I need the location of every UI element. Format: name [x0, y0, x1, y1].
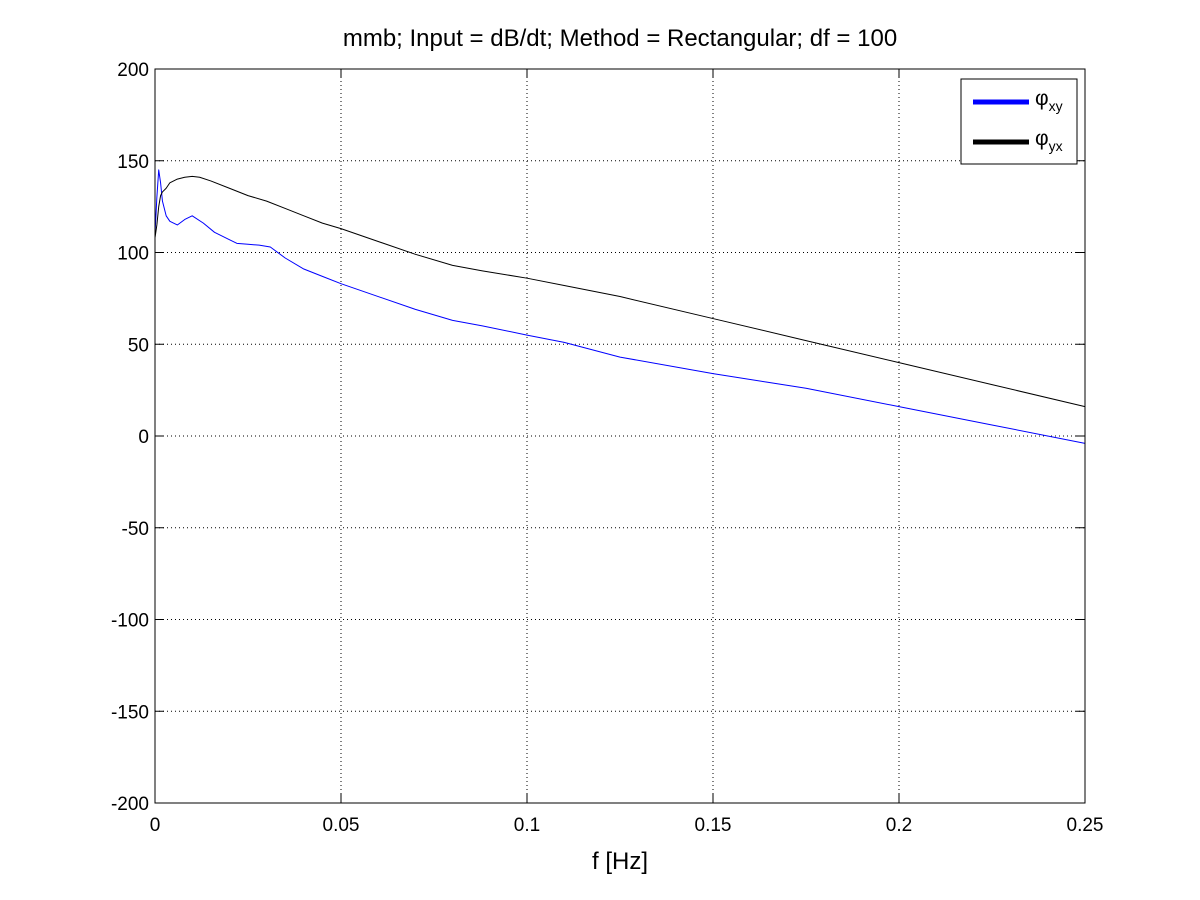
x-tick-label: 0.2: [886, 815, 912, 836]
legend-label-subscript: yx: [1049, 138, 1063, 154]
y-tick-label: 100: [117, 244, 149, 265]
series-layer: [154, 169, 1086, 444]
legend-label-phi-xy: φxy: [1035, 87, 1063, 114]
x-tick-label: 0.25: [1067, 815, 1104, 836]
legend-label-subscript: xy: [1049, 98, 1063, 114]
y-tick-label: -150: [111, 702, 149, 723]
chart-title: mmb; Input = dB/dt; Method = Rectangular…: [343, 25, 897, 52]
y-tick-label: 0: [138, 427, 149, 448]
x-tick-label: 0.05: [323, 815, 360, 836]
legend-label-symbol: φ: [1035, 87, 1049, 110]
x-axis-label: f [Hz]: [592, 848, 648, 875]
legend-label-phi-yx: φyx: [1035, 127, 1063, 154]
series-line-phi-yx: [154, 175, 1086, 408]
x-tick-label: 0.1: [514, 815, 540, 836]
grid-lines: [155, 69, 1085, 803]
y-tick-label: -50: [122, 519, 149, 540]
y-tick-label: -200: [111, 794, 149, 815]
y-tick-label: 50: [128, 335, 149, 356]
legend-label-symbol: φ: [1035, 127, 1049, 150]
y-tick-label: -100: [111, 611, 149, 632]
ticks: 0 0.05 0.1 0.15 0.2 0.25 -200 -150 -100 -50 0 50 100…: [111, 60, 1104, 836]
y-tick-label: 150: [117, 152, 149, 173]
x-tick-label: 0: [150, 815, 161, 836]
series-line-phi-xy: [154, 169, 1086, 444]
y-tick-label: 200: [117, 60, 149, 81]
x-tick-label: 0.15: [695, 815, 732, 836]
legend-box: [960, 78, 1078, 165]
